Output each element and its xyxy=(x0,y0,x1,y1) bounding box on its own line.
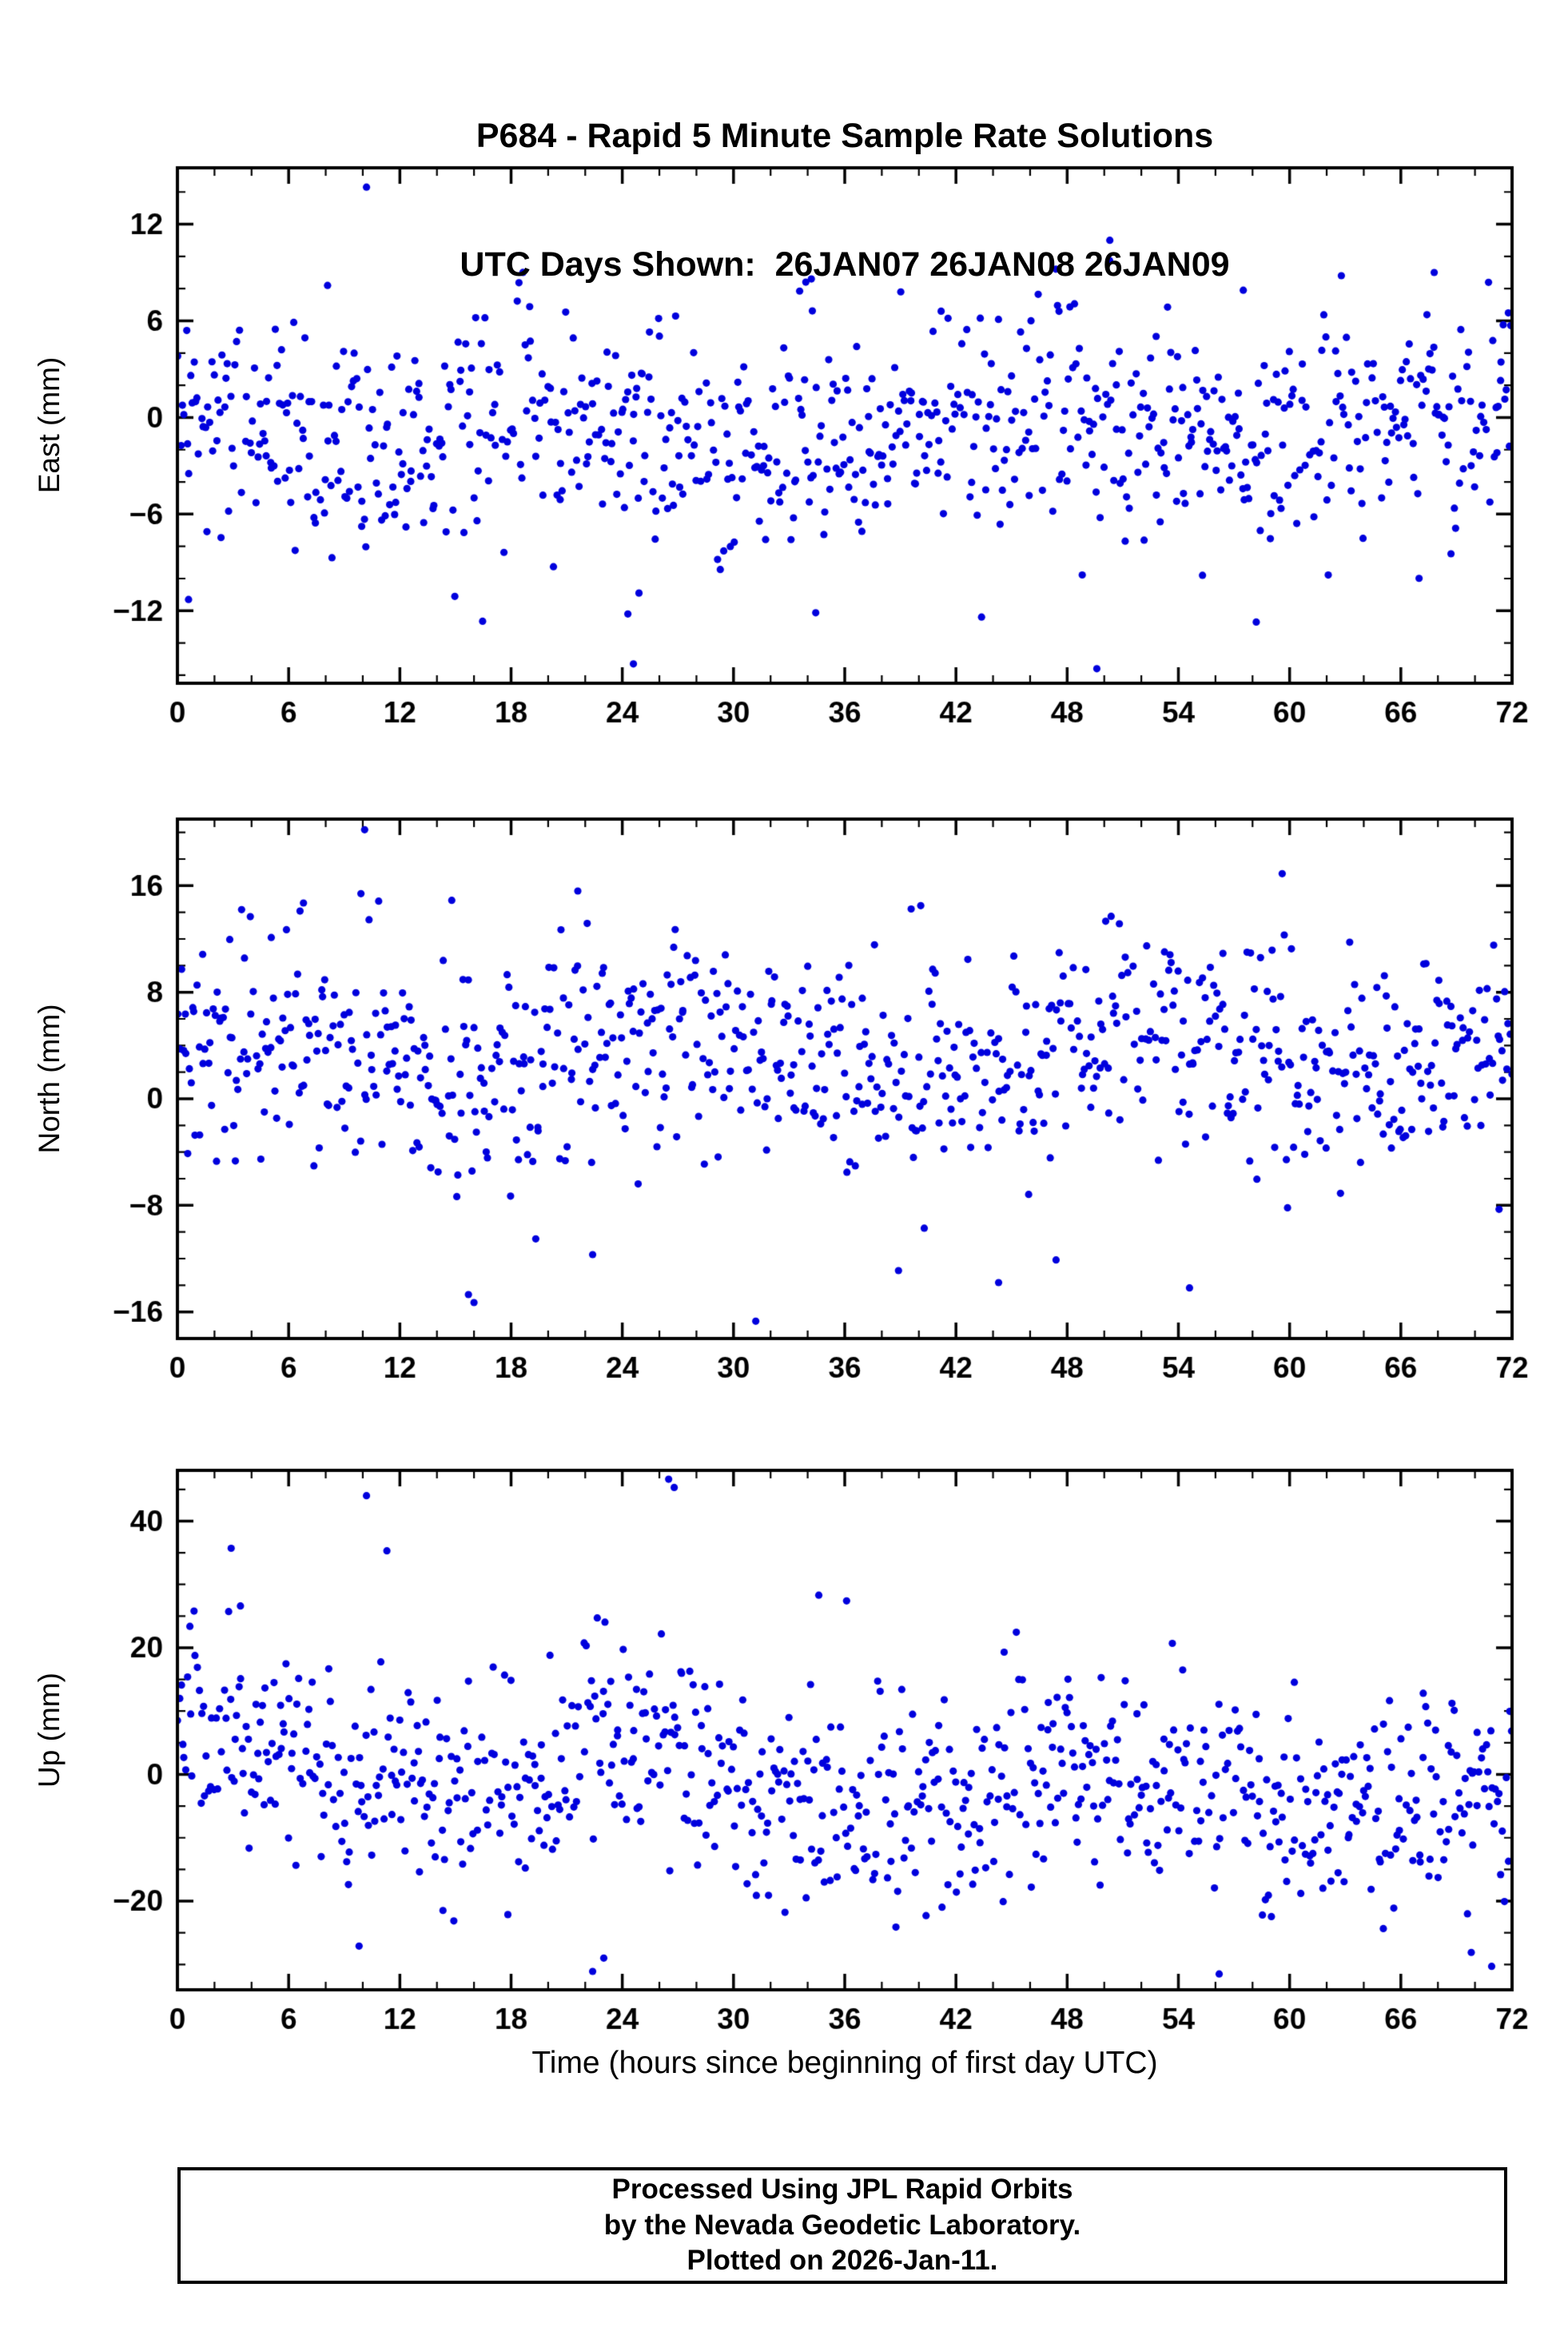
time-axis-label: Time (hours since beginning of first day… xyxy=(531,2046,1158,2080)
north-panel xyxy=(177,819,1512,1339)
footer-line3: Plotted on 2026-Jan-11. xyxy=(686,2245,998,2277)
plot-title-line2: UTC Days Shown: 26JAN07 26JAN08 26JAN09 xyxy=(460,245,1230,284)
footer-box: Processed Using JPL Rapid Orbits by the … xyxy=(177,2167,1507,2284)
plot-title-line1: P684 - Rapid 5 Minute Sample Rate Soluti… xyxy=(476,116,1214,155)
up-panel xyxy=(177,1470,1512,1990)
footer-line2: by the Nevada Geodetic Laboratory. xyxy=(603,2209,1081,2241)
north-axis-label: North (mm) xyxy=(33,1004,66,1154)
east-axis-label: East (mm) xyxy=(33,356,66,494)
plot-title: P684 - Rapid 5 Minute Sample Rate Soluti… xyxy=(177,29,1512,329)
footer-line1: Processed Using JPL Rapid Orbits xyxy=(611,2173,1073,2205)
up-axis-label: Up (mm) xyxy=(33,1673,66,1788)
